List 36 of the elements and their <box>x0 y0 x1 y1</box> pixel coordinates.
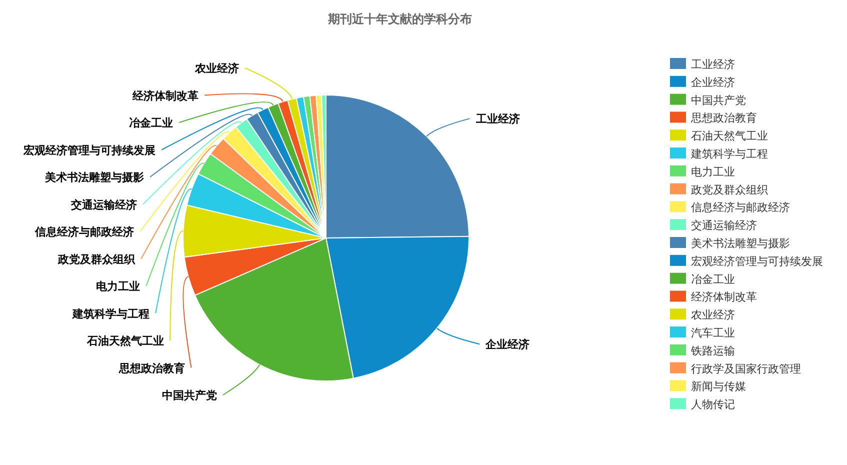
legend-label: 宏观经济管理与可持续发展 <box>691 254 823 268</box>
slice-label: 信息经济与邮政经济 <box>34 226 134 238</box>
slice-label: 建筑科学与工程 <box>72 307 150 320</box>
legend-label: 工业经济 <box>691 58 735 71</box>
legend-label: 农业经济 <box>691 308 735 322</box>
legend-label: 建筑科学与工程 <box>690 148 768 160</box>
legend-label: 中国共产党 <box>691 94 746 107</box>
legend-label: 企业经济 <box>691 76 735 89</box>
legend-label: 人物传记 <box>691 398 735 412</box>
slice-label: 农业经济 <box>194 62 240 75</box>
slice-label: 交通运输经济 <box>70 198 138 212</box>
legend-label: 电力工业 <box>691 165 735 178</box>
slice-label: 石油天然气工业 <box>86 334 164 348</box>
slice-label: 思想政治教育 <box>118 362 186 375</box>
legend-label: 政党及群众组织 <box>691 183 768 196</box>
legend-label: 信息经济与邮政经济 <box>691 201 790 214</box>
legend-label: 行政学及国家行政管理 <box>691 362 801 376</box>
slice-label: 政党及群众组织 <box>57 252 136 266</box>
slice-label: 工业经济 <box>474 112 520 126</box>
legend-label: 汽车工业 <box>691 326 735 340</box>
slice-label: 美术书法雕塑与摄影 <box>44 171 144 184</box>
legend-label: 交通运输经济 <box>691 219 757 232</box>
slice-label: 宏观经济管理与可持续发展 <box>22 144 156 157</box>
slice-label: 中国共产党 <box>162 389 217 402</box>
slice-label: 经济体制改革 <box>132 89 199 102</box>
legend-label: 冶金工业 <box>691 272 735 286</box>
legend-label: 美术书法雕塑与摄影 <box>691 237 790 250</box>
slice-label: 电力工业 <box>96 280 140 293</box>
legend-label: 新闻与传媒 <box>691 380 746 394</box>
slice-label: 冶金工业 <box>129 116 174 130</box>
slice-label: 企业经济 <box>484 338 530 352</box>
legend-label: 经济体制改革 <box>691 290 757 304</box>
legend-label: 石油天然气工业 <box>691 130 768 143</box>
chart-title: 期刊近十年文献的学科分布 <box>327 12 472 26</box>
legend-label: 思想政治教育 <box>690 112 757 125</box>
legend-label: 铁路运输 <box>690 344 735 358</box>
